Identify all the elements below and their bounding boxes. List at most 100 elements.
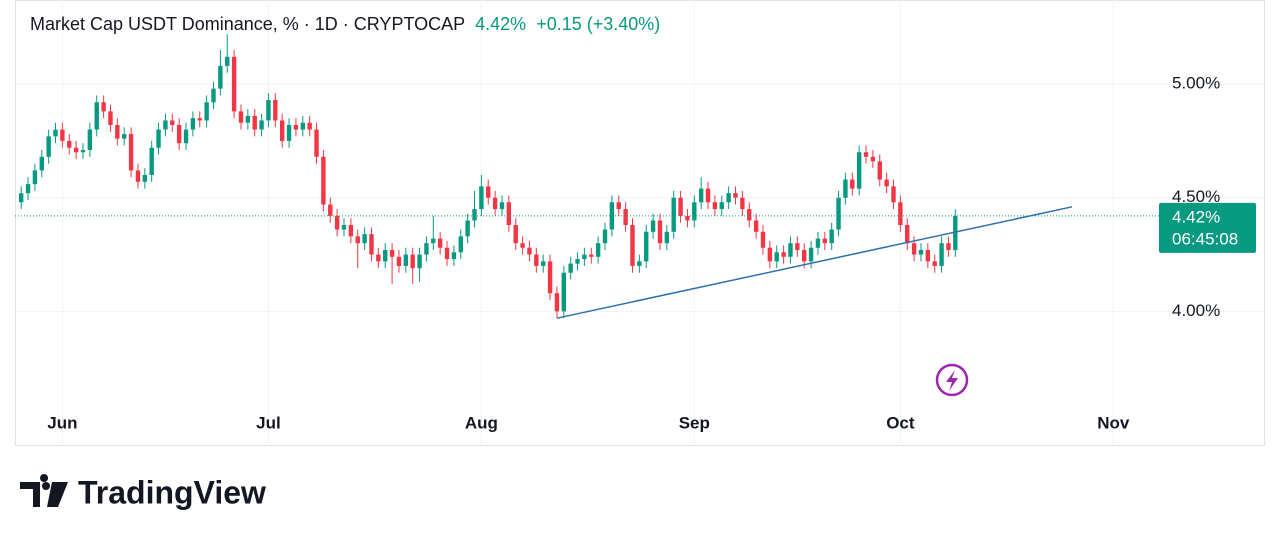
candle-body bbox=[554, 293, 560, 312]
candle-body bbox=[348, 225, 354, 237]
candle-body bbox=[561, 272, 567, 312]
price-tag-value: 4.42% bbox=[1172, 207, 1220, 226]
candle-body bbox=[595, 243, 601, 257]
candle-body bbox=[108, 111, 113, 125]
candle-body bbox=[898, 202, 903, 225]
candle-body bbox=[602, 229, 608, 244]
chart-frame bbox=[15, 0, 1265, 446]
chart-title: Market Cap USDT Dominance, % · 1D · CRYP… bbox=[30, 14, 465, 34]
candle-body bbox=[911, 243, 917, 255]
candle-body bbox=[719, 202, 724, 210]
candle-body bbox=[712, 202, 718, 210]
candle-body bbox=[870, 156, 876, 162]
candle-body bbox=[863, 152, 869, 157]
candle-body bbox=[534, 254, 539, 266]
candle-body bbox=[836, 197, 841, 230]
candle-body bbox=[231, 56, 237, 112]
candle-body bbox=[39, 156, 44, 171]
candle-body bbox=[266, 100, 271, 121]
candle-body bbox=[884, 179, 889, 187]
candle-body bbox=[279, 120, 285, 141]
candle-body bbox=[953, 215, 958, 250]
trendline bbox=[556, 206, 1073, 319]
candle-body bbox=[465, 220, 470, 237]
candle-body bbox=[300, 122, 305, 130]
candle-body bbox=[650, 220, 656, 232]
candle-body bbox=[918, 250, 924, 255]
candle-body bbox=[362, 234, 367, 244]
candle-body bbox=[644, 231, 649, 262]
candle-body bbox=[321, 156, 326, 205]
candle-body bbox=[417, 254, 422, 269]
y-tick-label: 4.00% bbox=[1172, 301, 1220, 320]
header-change: +0.15 (+3.40%) bbox=[536, 14, 660, 34]
candle-body bbox=[204, 102, 209, 121]
candle-body bbox=[87, 129, 93, 150]
candle-body bbox=[225, 56, 230, 66]
candle-body bbox=[60, 129, 65, 141]
y-tick-label: 4.50% bbox=[1172, 187, 1220, 206]
candle-body bbox=[122, 134, 127, 139]
candle-body bbox=[472, 209, 477, 221]
candle-body bbox=[94, 102, 99, 130]
candle-body bbox=[142, 175, 148, 182]
candle-body bbox=[334, 215, 340, 230]
candle-body bbox=[170, 120, 175, 125]
candle-body bbox=[376, 254, 381, 262]
candle-body bbox=[458, 236, 463, 253]
candle-body bbox=[802, 250, 807, 262]
candle-body bbox=[238, 111, 244, 123]
candle-body bbox=[444, 247, 450, 260]
candle-body bbox=[788, 243, 793, 257]
price-tag bbox=[1159, 202, 1256, 253]
candle-body bbox=[293, 125, 299, 130]
candle-body bbox=[575, 259, 580, 264]
candle-body bbox=[740, 197, 745, 210]
candle-body bbox=[156, 129, 161, 148]
candle-body bbox=[891, 186, 896, 203]
candle-body bbox=[135, 170, 141, 182]
candle-body bbox=[568, 263, 573, 273]
candle-body bbox=[396, 256, 402, 266]
candle-body bbox=[286, 125, 292, 141]
candle-body bbox=[678, 197, 683, 216]
candle-body bbox=[760, 231, 766, 248]
candle-body bbox=[856, 152, 862, 189]
candle-body bbox=[73, 147, 79, 153]
candle-body bbox=[273, 100, 278, 121]
candle-body bbox=[795, 243, 800, 250]
candle-body bbox=[698, 188, 704, 203]
lightning-icon bbox=[935, 363, 969, 397]
candle-body bbox=[492, 197, 498, 210]
candle-body bbox=[932, 261, 937, 266]
candle-body bbox=[163, 120, 168, 130]
candle-body bbox=[211, 88, 216, 103]
candle-body bbox=[733, 193, 738, 198]
candle-body bbox=[252, 115, 257, 130]
candle-body bbox=[197, 118, 202, 121]
x-tick-label: Nov bbox=[1097, 413, 1130, 432]
candle-body bbox=[671, 197, 676, 232]
candle-body bbox=[431, 238, 436, 244]
header-price: 4.42% bbox=[475, 14, 526, 34]
candle-body bbox=[486, 186, 491, 198]
x-tick-label: Jun bbox=[47, 413, 77, 432]
candle-body bbox=[609, 202, 615, 230]
candle-body bbox=[939, 243, 944, 266]
candle-body bbox=[218, 65, 223, 89]
candle-body bbox=[513, 225, 518, 244]
candle-body bbox=[307, 122, 312, 130]
candle-body bbox=[547, 261, 553, 294]
candle-body bbox=[520, 243, 525, 248]
candle-body bbox=[822, 238, 828, 244]
candle-body bbox=[808, 247, 814, 262]
candle-body bbox=[389, 250, 395, 257]
candle-body bbox=[479, 186, 484, 210]
candle-body bbox=[149, 147, 154, 175]
candle-body bbox=[341, 225, 347, 230]
x-tick-label: Jul bbox=[256, 413, 281, 432]
candle-body bbox=[685, 215, 690, 221]
candle-body bbox=[623, 209, 628, 225]
candle-body bbox=[176, 125, 182, 144]
